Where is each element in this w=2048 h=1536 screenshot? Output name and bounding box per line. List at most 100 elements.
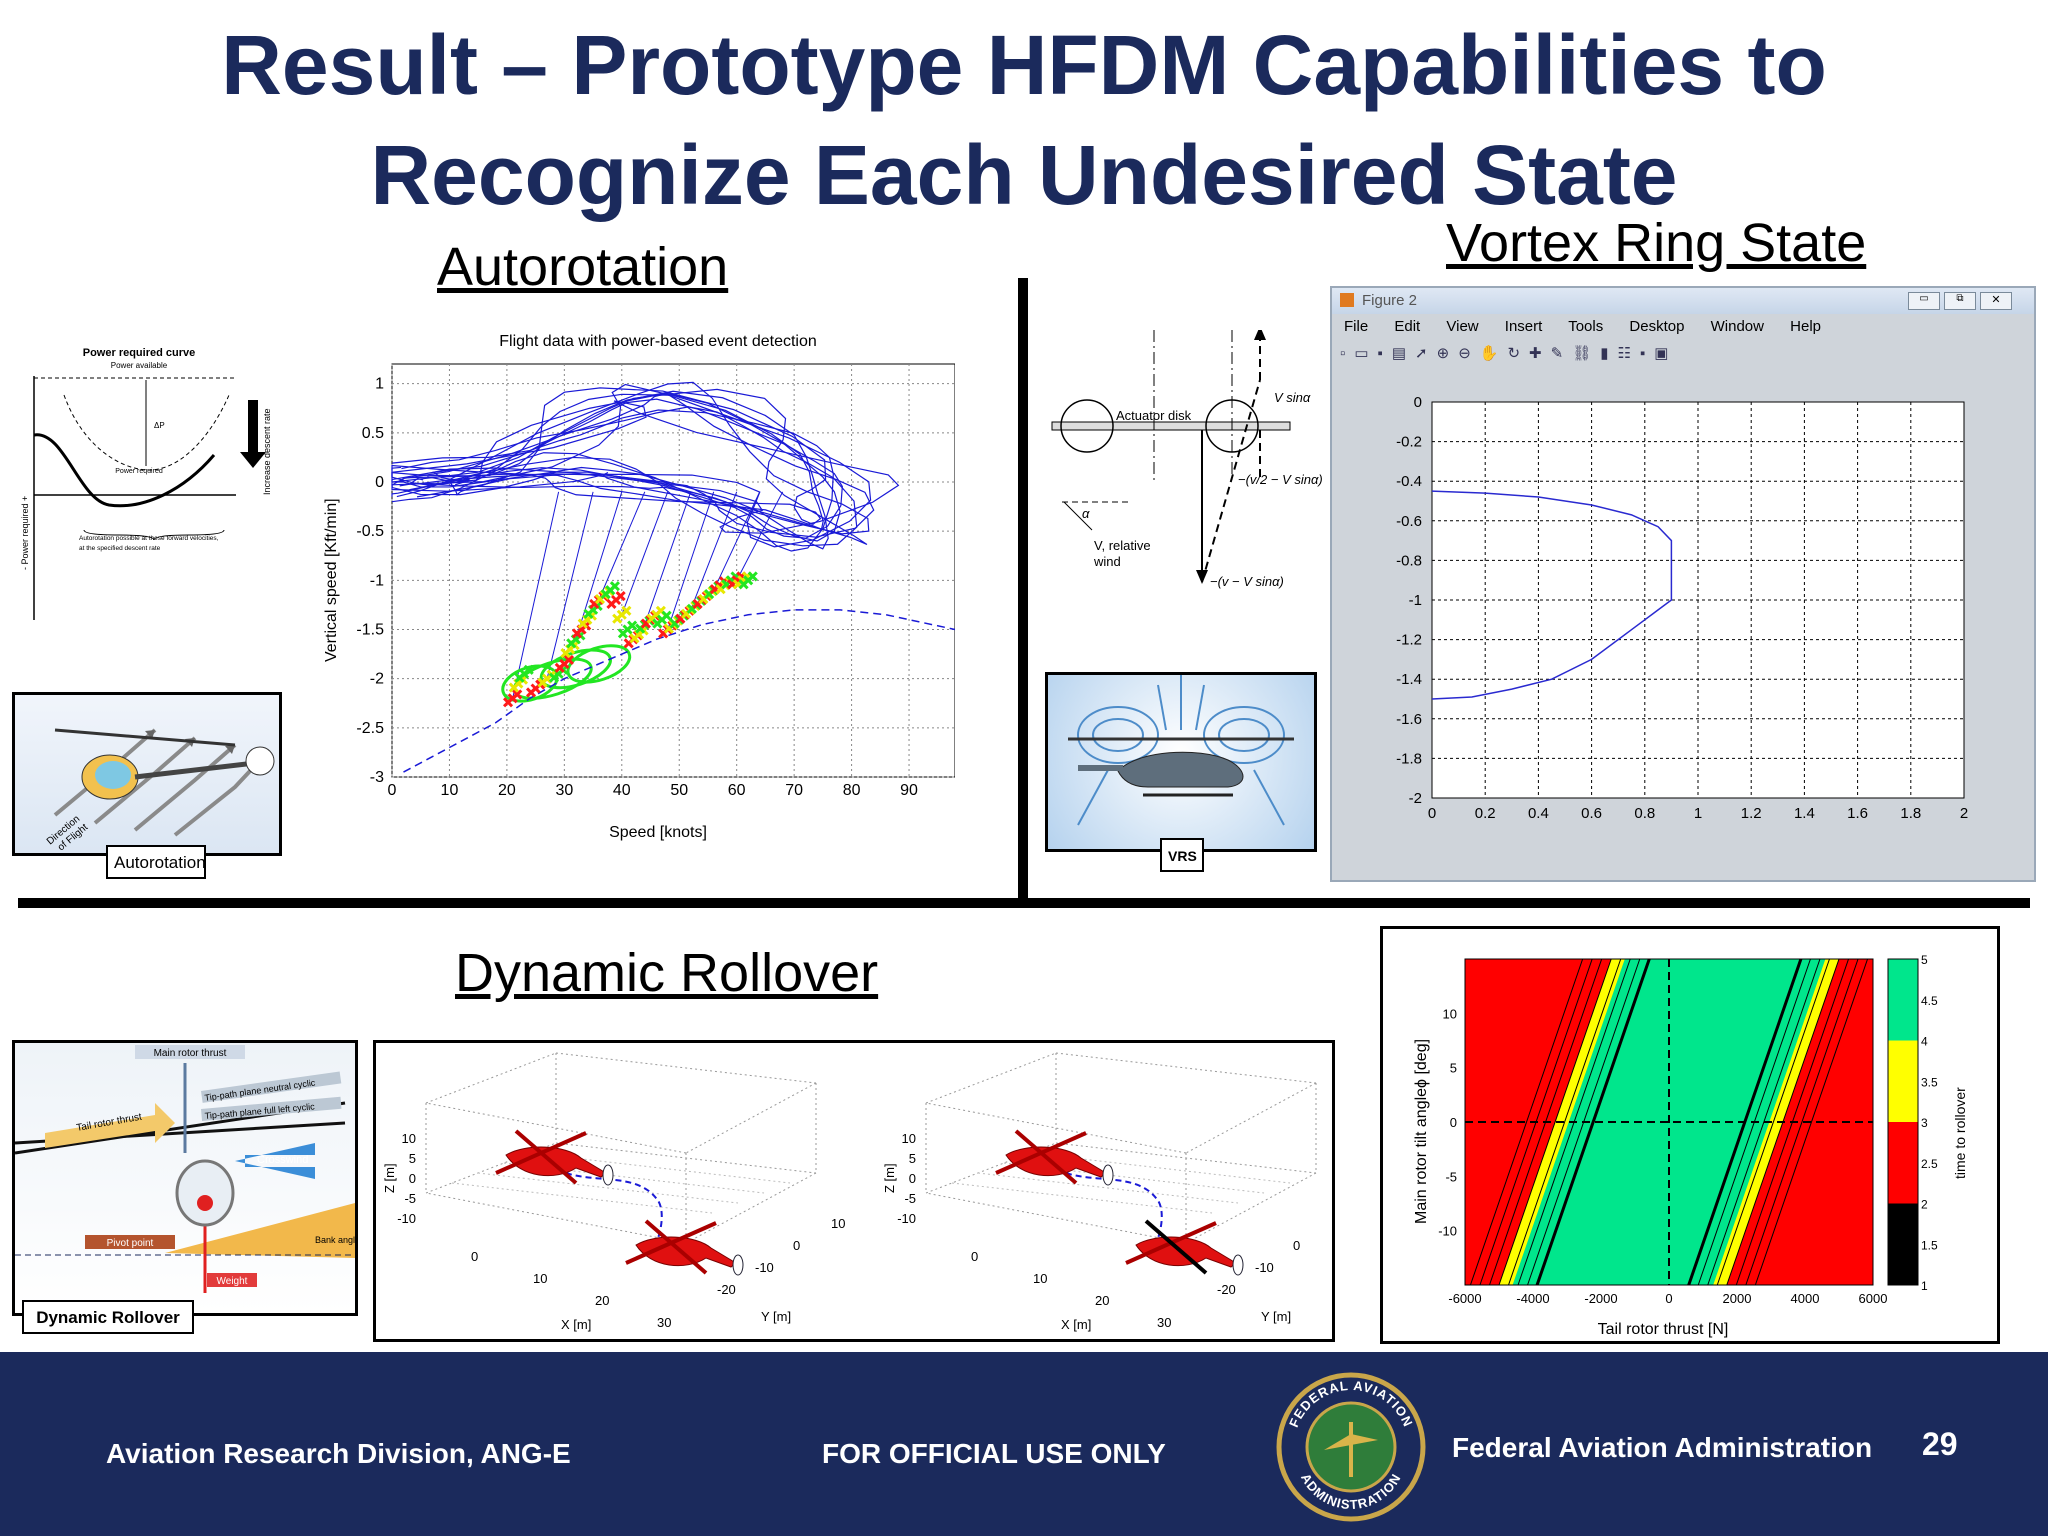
tpp-neutral-label: Tip-path plane neutral cyclic (204, 1077, 317, 1103)
half-v-label: −(v/2 − V sinα) (1238, 472, 1323, 487)
floor-gridline (503, 1162, 765, 1194)
descent-strand-line (667, 491, 715, 630)
flight-trajectory-line (391, 409, 834, 552)
vertical-divider (1018, 278, 1028, 900)
x-tick-label: 20 (498, 782, 516, 799)
helicopter-model (625, 1219, 744, 1276)
legend-icon[interactable]: ☷ (1617, 345, 1640, 362)
flight-trajectory-line (391, 400, 900, 534)
heatmap-frame (1464, 958, 1874, 1286)
x-tick-label: 0 (1665, 1291, 1672, 1306)
menu-edit[interactable]: Edit (1394, 318, 1421, 335)
data-cursor-icon[interactable]: ✚ (1529, 345, 1551, 362)
new-figure-icon[interactable]: ▫ (1340, 345, 1355, 362)
descent-strand-line (621, 491, 669, 615)
heatmap-red-band-left (1465, 959, 1612, 1285)
open-file-icon[interactable]: ▭ (1354, 345, 1378, 362)
rotor-blade (1014, 1129, 1078, 1185)
v-sin-alpha-label: V sinα (1274, 390, 1311, 405)
menu-insert[interactable]: Insert (1504, 318, 1543, 335)
pointer-icon[interactable]: ➚ (1415, 345, 1437, 362)
v-minus-label: −(v − V sinα) (1210, 574, 1284, 589)
detection-marker (661, 610, 672, 621)
colorbar-tick-label: 1 (1921, 1279, 1928, 1293)
box-edge (685, 1082, 817, 1154)
menu-view[interactable]: View (1446, 318, 1479, 335)
y-tick-label: -10 (1438, 1224, 1457, 1239)
x-tick-label: 0 (471, 1249, 478, 1264)
box-edge (1185, 1172, 1317, 1244)
floor-gridline (977, 1172, 1239, 1204)
x-tick-label: 2000 (1723, 1291, 1752, 1306)
colorbar-icon[interactable]: ▮ (1600, 345, 1618, 362)
close-button[interactable]: ✕ (1980, 292, 2012, 310)
contour-line-right (1716, 958, 1830, 1286)
detection-marker (627, 620, 638, 631)
maximize-button[interactable]: ⧉ (1944, 292, 1976, 310)
z-tick-label: 10 (902, 1131, 916, 1146)
flight-trajectory-line (391, 387, 827, 526)
autorotation-chart-title: Flight data with power-based event detec… (499, 333, 817, 350)
matlab-title-bar: Figure 2 ▭ ⧉ ✕ (1332, 288, 2034, 314)
horizontal-divider (18, 898, 2030, 908)
y-tick-label: -1.2 (1396, 632, 1422, 649)
rollover-diagram: Main rotor thrust Tail rotor thrust Tip-… (14, 1045, 360, 1293)
menu-desktop[interactable]: Desktop (1629, 318, 1685, 335)
colorbar-tick-label: 1.5 (1921, 1238, 1938, 1252)
pan-icon[interactable]: ✋ (1479, 345, 1508, 362)
box-edge (1055, 1052, 1317, 1084)
y-axis-label: Y [m] (761, 1309, 791, 1324)
relative-wind-2: wind (1093, 554, 1121, 569)
menu-window[interactable]: Window (1710, 318, 1764, 335)
y-tick-label: -20 (717, 1282, 736, 1297)
y-tick-label: -0.2 (1396, 434, 1422, 451)
descent-strand-line (644, 491, 692, 625)
floor-gridline (529, 1152, 791, 1184)
x-tick-label: 0 (971, 1249, 978, 1264)
x-tick-label: 80 (843, 782, 861, 799)
menu-help[interactable]: Help (1790, 318, 1822, 335)
zoom-in-icon[interactable]: ⊕ (1436, 345, 1459, 362)
pivot-point-label: Pivot point (107, 1238, 154, 1249)
detection-orbit (566, 644, 632, 684)
z-axis-label: Z [m] (382, 1163, 397, 1193)
hide-plot-tools-icon[interactable]: ▪ (1639, 345, 1655, 362)
matlab-app-icon (1340, 293, 1354, 307)
weight-label: Weight (217, 1276, 248, 1287)
x-tick-label: 1.8 (1900, 805, 1921, 822)
y-tick-label: -1.4 (1396, 671, 1422, 688)
title-line-2: Recognize Each Undesired State (370, 128, 1678, 222)
save-icon[interactable]: ▪ (1377, 345, 1392, 362)
link-icon[interactable]: ⛓ (1572, 345, 1601, 362)
show-plot-tools-icon[interactable]: ▣ (1654, 345, 1678, 362)
contour-line-left (1469, 958, 1584, 1286)
y-tick-label: -10 (755, 1260, 774, 1275)
rotor-blade (514, 1129, 578, 1185)
contour-line-left (1535, 958, 1651, 1286)
x-tick-label: 70 (785, 782, 803, 799)
z-tick-label: 5 (409, 1151, 416, 1166)
helicopter-model (1125, 1219, 1244, 1276)
alpha-label: α (1082, 506, 1090, 521)
detection-marker (609, 581, 620, 592)
y-tick-label: 0 (793, 1238, 800, 1253)
title-line-1: Result – Prototype HFDM Capabilities to (221, 18, 1827, 112)
minimize-button[interactable]: ▭ (1908, 292, 1940, 310)
y-tick-label: -10 (1255, 1260, 1274, 1275)
y-tick-label: 0.5 (362, 425, 384, 442)
x-tick-label: 0 (1428, 805, 1436, 822)
brush-icon[interactable]: ✎ (1550, 345, 1573, 362)
y-tick-label: 0 (1450, 1115, 1457, 1130)
box-edge (925, 1102, 1187, 1154)
rotor-blade (644, 1219, 708, 1275)
footer-division: Aviation Research Division, ANG-E (106, 1438, 571, 1469)
menu-tools[interactable]: Tools (1568, 318, 1604, 335)
menu-file[interactable]: File (1344, 318, 1369, 335)
rotate-icon[interactable]: ↻ (1507, 345, 1530, 362)
main-rotor-thrust-label: Main rotor thrust (154, 1048, 227, 1059)
print-icon[interactable]: ▤ (1391, 345, 1416, 362)
zoom-out-icon[interactable]: ⊖ (1458, 345, 1480, 362)
x-tick-label: 0.4 (1528, 805, 1549, 822)
box-edge (425, 1192, 687, 1244)
x-axis-label: X [m] (561, 1317, 591, 1332)
